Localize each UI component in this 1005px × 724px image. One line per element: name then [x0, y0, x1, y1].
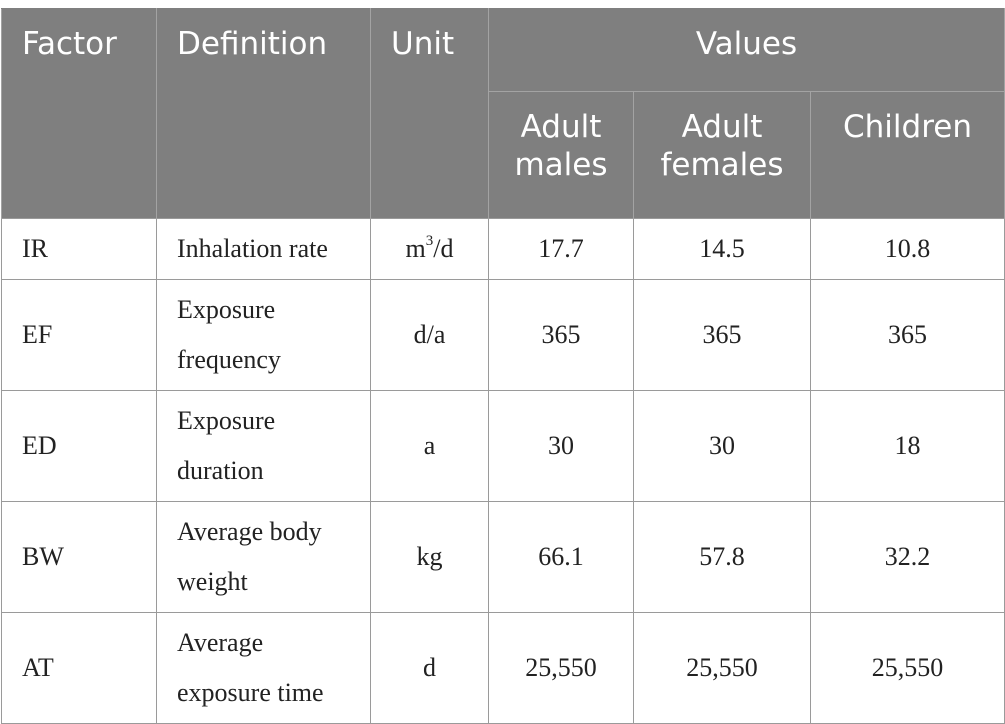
cell-adult-males: 17.7	[488, 218, 634, 280]
cell-adult-males: 66.1	[488, 501, 634, 613]
cell-unit: a	[370, 390, 489, 502]
unit-superscript: 3	[425, 233, 434, 249]
cell-unit: d/a	[370, 279, 489, 391]
definition-line: Exposure	[177, 406, 276, 435]
table-row: EF Exposure frequency d/a 365 365 365	[1, 279, 1005, 391]
cell-adult-females: 365	[633, 279, 811, 391]
header-adult-males-line-1: Adult	[520, 109, 602, 145]
cell-factor: ED	[1, 390, 157, 502]
unit-rest: /d	[433, 234, 454, 263]
header-adult-males-line-2: males	[514, 147, 608, 183]
definition-line: frequency	[177, 345, 281, 374]
header-factor: Factor	[1, 8, 157, 219]
cell-adult-males: 365	[488, 279, 634, 391]
table-row: AT Average exposure time d 25,550 25,550…	[1, 612, 1005, 724]
cell-unit: kg	[370, 501, 489, 613]
unit-base: m	[405, 234, 426, 263]
header-adult-females-line-1: Adult	[681, 109, 763, 145]
cell-definition: Average body weight	[156, 501, 371, 613]
definition-line: Average	[177, 628, 264, 657]
exposure-parameters-table: Factor Definition Unit Values Adult male…	[1, 8, 1005, 724]
cell-adult-males: 30	[488, 390, 634, 502]
definition-line: weight	[177, 567, 248, 596]
cell-children: 25,550	[810, 612, 1005, 724]
table-header: Factor Definition Unit Values Adult male…	[1, 8, 1005, 219]
cell-unit: d	[370, 612, 489, 724]
cell-children: 365	[810, 279, 1005, 391]
cell-factor: EF	[1, 279, 157, 391]
cell-definition: Exposure duration	[156, 390, 371, 502]
header-adult-males: Adult males	[488, 91, 634, 219]
header-definition: Definition	[156, 8, 371, 219]
header-adult-females-line-2: females	[660, 147, 784, 183]
cell-adult-females: 14.5	[633, 218, 811, 280]
cell-adult-females: 25,550	[633, 612, 811, 724]
table-row: BW Average body weight kg 66.1 57.8 32.2	[1, 501, 1005, 613]
table-row: ED Exposure duration a 30 30 18	[1, 390, 1005, 502]
definition-line: Inhalation rate	[177, 234, 328, 263]
cell-children: 32.2	[810, 501, 1005, 613]
definition-line: duration	[177, 456, 264, 485]
cell-adult-females: 57.8	[633, 501, 811, 613]
cell-definition: Inhalation rate	[156, 218, 371, 280]
definition-line: exposure time	[177, 678, 324, 707]
header-children: Children	[810, 91, 1005, 219]
cell-definition: Exposure frequency	[156, 279, 371, 391]
header-values: Values	[488, 8, 1005, 92]
header-unit: Unit	[370, 8, 489, 219]
cell-factor: AT	[1, 612, 157, 724]
cell-definition: Average exposure time	[156, 612, 371, 724]
cell-adult-females: 30	[633, 390, 811, 502]
table-row: IR Inhalation rate m3/d 17.7 14.5 10.8	[1, 218, 1005, 280]
cell-children: 18	[810, 390, 1005, 502]
header-adult-females: Adult females	[633, 91, 811, 219]
cell-children: 10.8	[810, 218, 1005, 280]
definition-line: Average body	[177, 517, 322, 546]
cell-adult-males: 25,550	[488, 612, 634, 724]
cell-factor: IR	[1, 218, 157, 280]
header-row-sub: Adult males Adult females Children	[2, 91, 1005, 219]
table-body: IR Inhalation rate m3/d 17.7 14.5 10.8 E…	[1, 218, 1005, 724]
header-row-main: Factor Definition Unit Values	[1, 8, 1005, 219]
cell-unit: m3/d	[370, 218, 489, 280]
cell-factor: BW	[1, 501, 157, 613]
definition-line: Exposure	[177, 295, 276, 324]
